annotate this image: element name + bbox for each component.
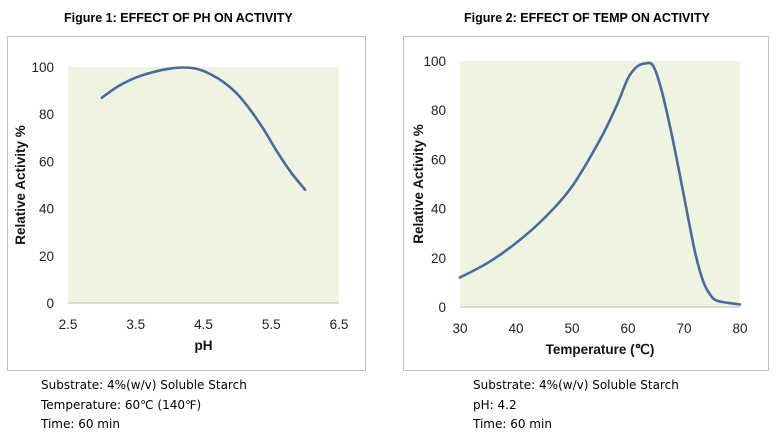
figure-2-x-tick-label: 70 — [676, 321, 691, 336]
figure-2-title: Figure 2: EFFECT OF TEMP ON ACTIVITY — [464, 11, 710, 25]
figure-2-y-tick-label: 20 — [431, 251, 446, 266]
figure-1-x-tick-label: 4.5 — [194, 317, 213, 332]
figure-2-y-tick-label: 80 — [431, 103, 446, 118]
figure-2-ph-note: pH: 4.2 — [473, 397, 517, 412]
figure-2-substrate-note: Substrate: 4%(w/v) Soluble Starch — [473, 378, 679, 392]
figure-1-time-note: Time: 60 min — [41, 417, 120, 431]
figure-2-chart: 0 20 40 60 80 100 30 40 50 60 70 80 Temperature (℃) R… — [411, 54, 748, 357]
figure-1-temperature-note: Temperature: 60℃ (140℉) — [41, 397, 202, 412]
figure-1-y-tick-label: 80 — [39, 107, 54, 122]
figure-1-substrate-note: Substrate: 4%(w/v) Soluble Starch — [41, 378, 247, 392]
figure-1-chart: 0 20 40 60 80 100 2.5 3.5 4.5 5.5 6.5 pH Relative Ac… — [13, 60, 349, 353]
figure-2-chart-frame: 0 20 40 60 80 100 30 40 50 60 70 80 Temperature (℃) R… — [403, 36, 769, 371]
figure-1-x-axis-label: pH — [195, 338, 213, 353]
figure-2-y-tick-label: 60 — [431, 152, 446, 167]
figure-1-y-tick-label: 20 — [39, 249, 54, 264]
figure-1-y-axis-label: Relative Activity % — [13, 125, 28, 245]
figure-1-y-tick-label: 0 — [46, 296, 54, 311]
figure-2-y-tick-label: 0 — [438, 300, 446, 315]
figure-1-chart-frame: 0 20 40 60 80 100 2.5 3.5 4.5 5.5 6.5 pH Relative Ac… — [7, 36, 366, 371]
figure-1-y-tick-label: 100 — [31, 60, 54, 75]
figure-2-plot-area — [460, 61, 740, 307]
figure-2-y-tick-label: 100 — [423, 54, 446, 69]
figure-1-series-line-0 — [100, 66, 307, 191]
figure-1-x-tick-label: 6.5 — [330, 317, 349, 332]
figure-1-conditions: Substrate: 4%(w/v) Soluble Starch Temper… — [41, 376, 247, 435]
figure-1-x-tick-label: 5.5 — [262, 317, 281, 332]
figure-2-x-axis-label: Temperature (℃) — [546, 342, 655, 357]
figure-2-x-tick-label: 50 — [564, 321, 579, 336]
figure-1-x-tick-label: 2.5 — [59, 317, 78, 332]
figure-2-time-note: Time: 60 min — [473, 417, 552, 431]
figure-2-y-axis-label: Relative Activity % — [411, 124, 426, 244]
figure-1-y-tick-label: 40 — [39, 202, 54, 217]
figure-2-x-tick-label: 80 — [732, 321, 747, 336]
figure-1-title: Figure 1: EFFECT OF PH ON ACTIVITY — [64, 11, 293, 25]
figure-2-x-tick-label: 40 — [508, 321, 523, 336]
figure-2-conditions: Substrate: 4%(w/v) Soluble Starch pH: 4.… — [473, 376, 679, 435]
figure-2-x-tick-label: 60 — [620, 321, 635, 336]
figure-2-y-tick-label: 40 — [431, 202, 446, 217]
figure-2-series-line-0 — [458, 61, 742, 306]
figure-1-x-tick-label: 3.5 — [126, 317, 145, 332]
figure-1-plot-area — [68, 67, 339, 303]
figure-2-x-tick-label: 30 — [452, 321, 467, 336]
figure-1-y-tick-label: 60 — [39, 154, 54, 169]
